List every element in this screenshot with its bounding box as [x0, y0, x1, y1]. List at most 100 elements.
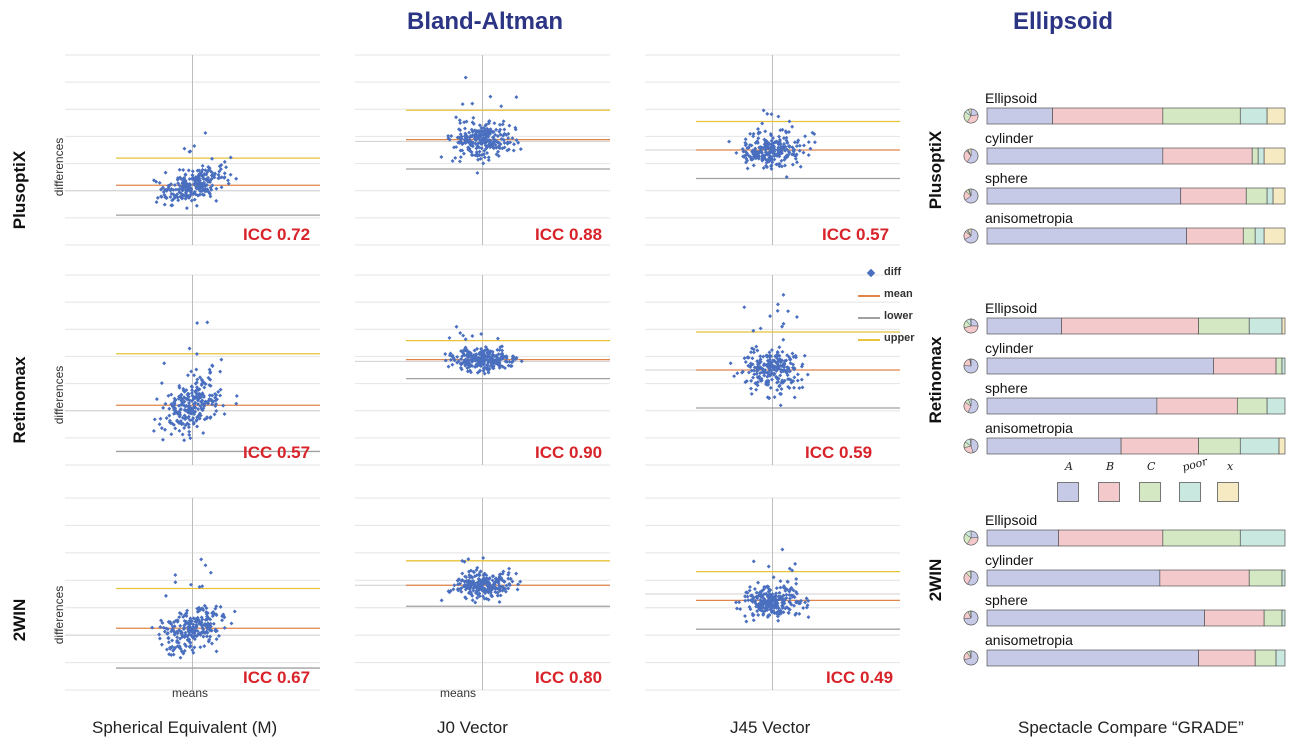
col-label-j45: J45 Vector [730, 718, 811, 737]
diff-point [206, 175, 211, 180]
grade-bar-segment [1242, 227, 1256, 245]
diff-point [498, 127, 503, 132]
legend-item-mean: mean [858, 288, 928, 310]
grade-legend-swatch-c [1139, 482, 1161, 502]
diff-point [469, 568, 473, 573]
diff-point [194, 351, 199, 356]
diff-point [439, 155, 444, 159]
diff-point [154, 397, 159, 402]
diff-point [787, 607, 792, 612]
diff-point [743, 598, 748, 603]
diff-point [765, 607, 770, 612]
diff-point [182, 175, 187, 180]
diff-point [790, 568, 795, 573]
diff-point [749, 378, 754, 383]
diff-point [192, 373, 197, 378]
diff-point [767, 350, 772, 355]
diff-point [461, 333, 466, 338]
diff-point [469, 127, 474, 132]
diff-point [447, 335, 452, 340]
diff-point [743, 614, 748, 619]
grade-legend-swatch-x [1217, 482, 1239, 502]
header-bland-altman: Bland-Altman [407, 8, 563, 35]
diff-point [186, 415, 191, 420]
diff-point [203, 187, 208, 192]
diff-point [768, 592, 773, 597]
diff-point [197, 171, 202, 176]
grade-bar-segment [1272, 187, 1286, 205]
diff-point [183, 178, 188, 183]
legend-label-diff: diff [884, 266, 902, 278]
diff-point [747, 605, 752, 610]
diff-point [453, 155, 458, 160]
diff-point [510, 579, 515, 584]
diff-point [794, 152, 799, 157]
diff-point [745, 590, 750, 595]
diff-point [732, 374, 737, 379]
legend-item-upper: upper [858, 332, 928, 354]
diff-point [786, 611, 791, 615]
diff-point [159, 642, 164, 647]
icc-retinomax-j0: ICC 0.90 [535, 443, 603, 462]
diff-point [812, 140, 817, 145]
diff-point [494, 127, 499, 132]
diff-point [769, 596, 773, 601]
diff-point [778, 373, 783, 378]
diff-point [187, 418, 192, 423]
diff-point [750, 149, 755, 154]
diff-point [169, 432, 174, 437]
diff-point [754, 387, 759, 392]
diff-point [214, 637, 219, 642]
diff-point [763, 585, 768, 590]
diff-point [495, 347, 500, 352]
grade-bar-segment [1278, 437, 1286, 455]
diff-point [187, 177, 192, 182]
diff-point [164, 195, 169, 200]
diff-point [790, 351, 795, 356]
diff-point [483, 141, 488, 146]
diff-point [786, 309, 791, 314]
diff-point [501, 119, 506, 124]
diff-point [154, 200, 159, 205]
grade-bar-segment [1266, 107, 1286, 125]
diff-point [745, 166, 750, 171]
diff-point [777, 590, 782, 595]
grade-bar-segment [1281, 609, 1286, 627]
diff-point [774, 600, 779, 605]
diff-point [470, 334, 475, 338]
diff-point [738, 607, 743, 612]
diff-point [194, 186, 199, 191]
grade-bar-segment [1239, 529, 1286, 547]
diff-point [781, 337, 786, 342]
grade-bar-segment [1245, 187, 1268, 205]
diff-point [178, 406, 183, 411]
diff-point [797, 611, 802, 616]
diff-point [457, 159, 462, 164]
grade-bar-segment [1052, 107, 1164, 125]
diff-point [806, 598, 811, 603]
diff-point [770, 377, 774, 382]
diff-point [500, 122, 505, 127]
diff-point [788, 596, 793, 601]
diff-point [750, 356, 755, 361]
diff-point [211, 621, 216, 626]
diff-point [200, 163, 205, 168]
diff-point [175, 418, 180, 423]
diff-point [216, 176, 221, 181]
diff-point [461, 151, 466, 156]
diff-point [234, 393, 239, 398]
legend-item-lower: lower [858, 310, 928, 332]
grade-bar-segment [1275, 357, 1283, 375]
diff-point [806, 140, 811, 145]
diff-point [778, 608, 783, 613]
diff-point [784, 592, 789, 597]
diff-point [166, 393, 171, 398]
diff-point [769, 610, 774, 615]
diff-point [765, 594, 770, 599]
diff-point [755, 596, 760, 601]
col-label-spherical-equivalent: Spherical Equivalent (M) [92, 718, 278, 737]
diff-point [232, 609, 237, 614]
diff-point [500, 348, 505, 353]
grade-bar-segment [1263, 227, 1286, 245]
grade-bar-segment [1263, 147, 1286, 165]
